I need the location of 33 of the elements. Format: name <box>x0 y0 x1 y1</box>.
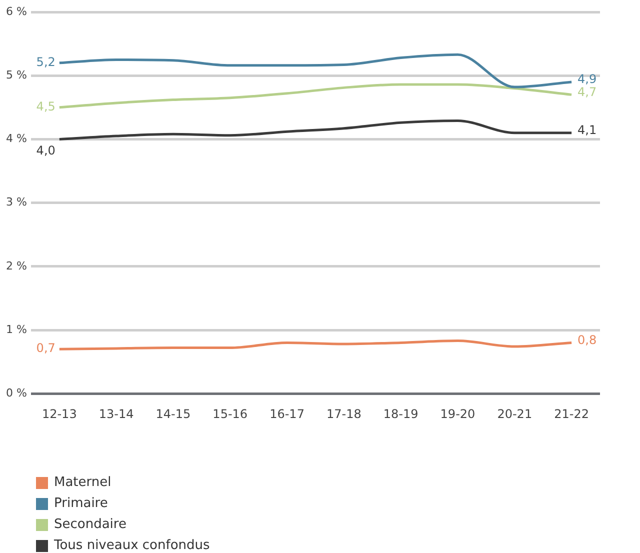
data-label: 4,1 <box>578 122 597 137</box>
data-label: 0,8 <box>578 332 597 347</box>
x-tick-label: 18-19 <box>383 406 418 421</box>
y-tick-label: 6 % <box>6 4 27 18</box>
line-series <box>58 53 573 88</box>
x-tick-label: 13-14 <box>98 406 134 421</box>
y-tick-label: 5 % <box>6 68 27 82</box>
legend-label: Secondaire <box>54 517 126 532</box>
x-tick-label: 17-18 <box>326 406 362 421</box>
y-tick-label: 3 % <box>6 196 27 209</box>
data-label: 4,9 <box>578 72 597 86</box>
data-label: 5,2 <box>36 55 56 70</box>
x-tick-label: 15-16 <box>212 406 248 421</box>
x-tick-label: 14-15 <box>156 406 191 421</box>
legend-label: Tous niveaux confondus <box>54 538 210 553</box>
x-tick-label: 21-22 <box>554 406 589 421</box>
data-label: 4,7 <box>578 84 597 99</box>
line-series <box>58 120 573 140</box>
line-series <box>58 340 573 350</box>
data-label: 0,7 <box>36 341 56 356</box>
y-tick-label: 1 % <box>6 322 27 336</box>
line-series <box>58 83 573 109</box>
x-tick-label: 16-17 <box>270 406 304 421</box>
legend-label: Primaire <box>54 496 108 511</box>
x-tick-label: 20-21 <box>497 406 532 421</box>
data-label: 4,5 <box>36 100 56 114</box>
data-label: 4,0 <box>36 143 56 158</box>
y-tick-label: 0 % <box>6 386 27 400</box>
y-tick-label: 2 % <box>6 259 27 272</box>
x-tick-label: 19-20 <box>440 406 476 421</box>
x-tick-label: 12-13 <box>42 406 77 421</box>
legend-label: Maternel <box>54 475 112 490</box>
y-tick-label: 4 % <box>6 132 27 146</box>
